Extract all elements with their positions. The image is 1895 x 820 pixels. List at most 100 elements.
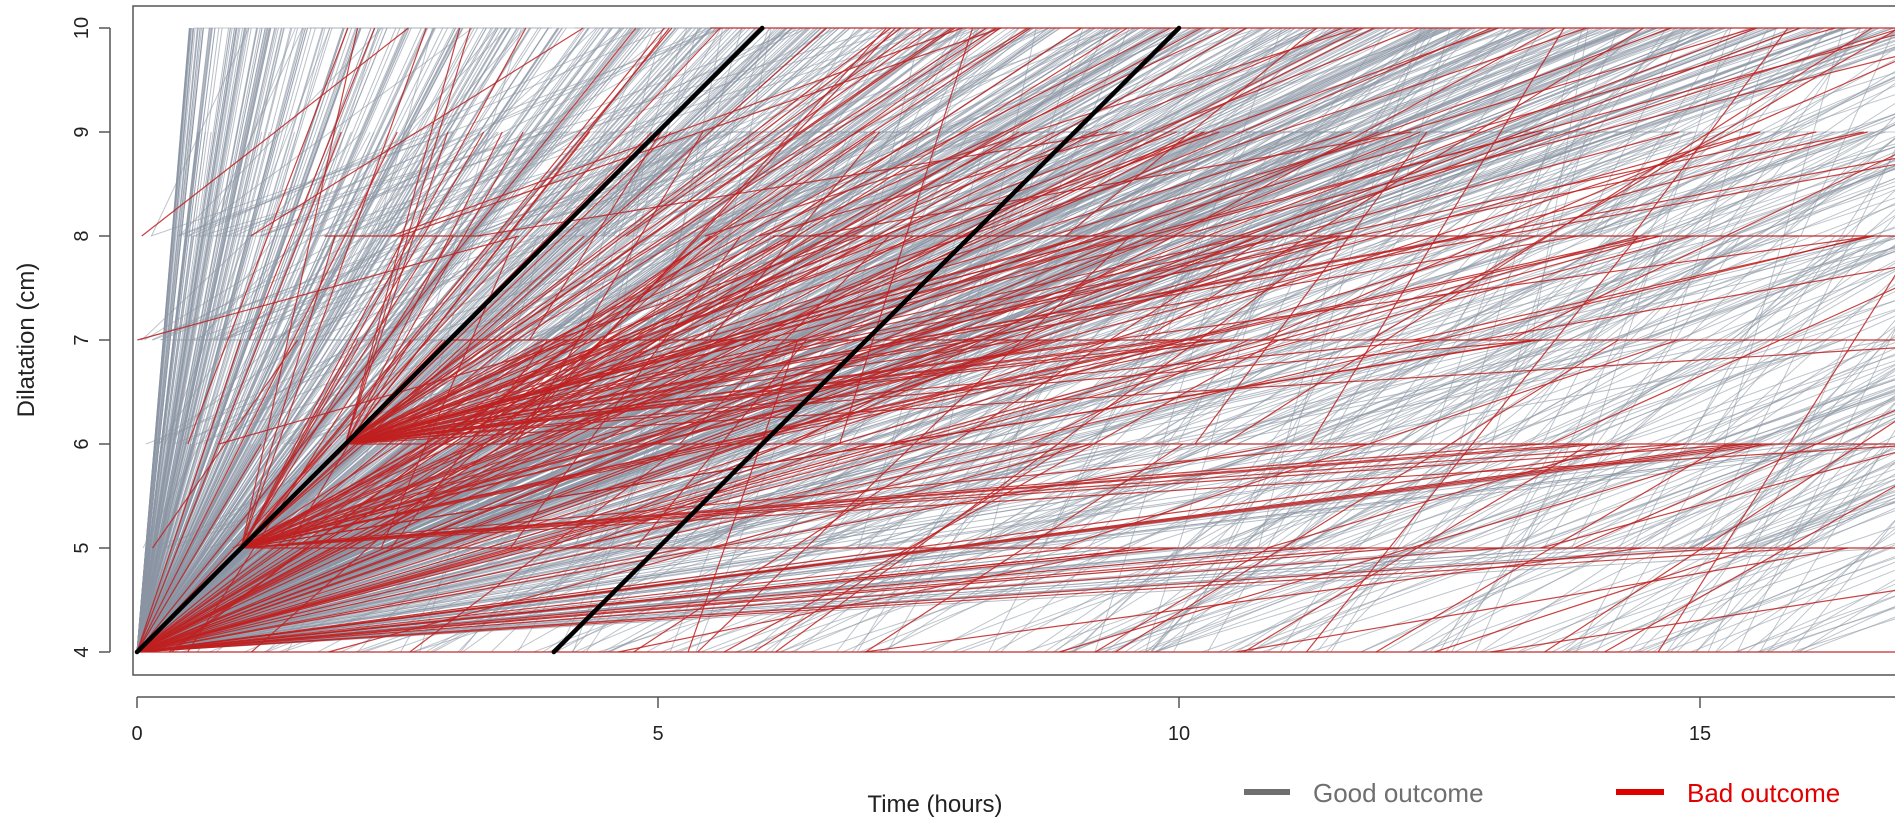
bad-trajectory — [704, 27, 1359, 237]
bad-trajectory — [345, 163, 1895, 445]
good-trajectory — [1752, 502, 1895, 549]
x-tick-label: 5 — [652, 723, 663, 745]
good-trajectory — [1350, 85, 1895, 341]
good-trajectory — [1434, 185, 1895, 341]
good-trajectory — [602, 547, 789, 653]
y-tick-label: 9 — [71, 126, 93, 137]
good-trajectory — [747, 131, 859, 237]
good-trajectory — [1790, 319, 1895, 445]
good-trajectory — [1759, 607, 1895, 653]
bad-trajectory — [136, 131, 1544, 653]
bad-trajectory — [625, 27, 921, 237]
good-trajectory — [1770, 579, 1895, 653]
good-trajectory — [1707, 379, 1895, 445]
good-trajectory — [484, 27, 1327, 341]
good-trajectory — [513, 235, 852, 341]
good-trajectory — [1369, 131, 1594, 445]
y-tick-label: 7 — [71, 334, 93, 345]
bad-trajectory — [880, 235, 1341, 341]
good-trajectory — [1071, 339, 1771, 653]
good-trajectory — [1183, 235, 1374, 341]
bad-trajectory — [248, 27, 376, 341]
good-trajectory — [1517, 459, 1895, 653]
bad-trajectory — [363, 131, 931, 445]
bad-trajectory — [778, 27, 1230, 237]
good-trajectory — [136, 131, 277, 653]
good-trajectory — [530, 235, 725, 341]
good-trajectory — [276, 27, 673, 341]
good-trajectory — [268, 235, 484, 341]
good-trajectory — [361, 443, 643, 549]
good-trajectory — [1732, 178, 1895, 237]
good-trajectory — [1360, 420, 1895, 653]
good-trajectory — [490, 131, 847, 237]
good-trajectory — [1668, 475, 1895, 549]
bad-trajectory — [344, 131, 524, 445]
bad-trajectory — [240, 235, 336, 549]
good-trajectory — [1676, 250, 1895, 341]
x-axis-label: Time (hours) — [867, 791, 1002, 818]
good-trajectory — [182, 547, 436, 653]
good-trajectory — [1688, 446, 1895, 549]
bad-trajectory — [241, 443, 1605, 549]
good-trajectory — [261, 27, 803, 237]
y-tick-label: 10 — [71, 17, 93, 39]
bad-trajectory — [240, 27, 665, 549]
bad-trajectory — [553, 235, 862, 341]
good-trajectory — [1661, 435, 1895, 549]
bad-trajectory — [241, 29, 1895, 549]
good-trajectory — [653, 235, 772, 341]
good-trajectory — [1143, 374, 1895, 653]
bad-trajectory — [1412, 235, 1874, 341]
good-trajectory — [983, 27, 1656, 341]
good-trajectory — [1685, 115, 1895, 341]
bad-trajectory — [1490, 589, 1895, 653]
good-trajectory — [1650, 248, 1895, 341]
good-trajectory — [226, 27, 724, 237]
bad-trajectory — [136, 547, 334, 653]
good-trajectory — [1632, 556, 1895, 653]
good-trajectory — [1639, 547, 1892, 653]
bad-trajectory — [241, 443, 554, 549]
bad-trajectory — [594, 131, 1204, 445]
bad-trajectory — [723, 339, 1280, 653]
good-trajectory — [1637, 402, 1895, 653]
good-trajectory — [1799, 589, 1895, 653]
bad-trajectory — [152, 339, 299, 549]
good-trajectory — [219, 27, 974, 341]
bad-trajectory — [1478, 266, 1895, 341]
bad-trajectory — [250, 27, 584, 237]
bad-trajectory — [1509, 154, 1895, 341]
good-trajectory — [1383, 168, 1895, 341]
bad-trajectory — [136, 547, 1153, 653]
good-trajectory — [1111, 339, 1670, 653]
good-trajectory — [1437, 151, 1895, 341]
good-trajectory — [373, 27, 767, 341]
bad-trajectory — [1065, 27, 1317, 237]
bad-trajectory — [136, 339, 1048, 653]
bad-trajectory — [345, 131, 1352, 445]
reference-line-1 — [134, 25, 765, 655]
bad-trajectory — [136, 547, 1808, 653]
bad-trajectory — [345, 339, 1024, 445]
bad-trajectory — [618, 547, 1130, 653]
bad-trajectory — [136, 131, 876, 653]
good-trajectory — [1061, 547, 1288, 653]
good-trajectory — [986, 27, 1750, 341]
good-trajectory — [1156, 235, 1352, 341]
bad-trajectory — [1194, 131, 1428, 445]
good-trajectory — [287, 131, 563, 445]
bad-trajectory — [141, 27, 409, 237]
good-trajectory — [165, 443, 484, 549]
bad-trajectory — [240, 235, 585, 549]
good-trajectory — [506, 131, 614, 237]
legend-item-bad: Bad outcome — [1616, 778, 1840, 808]
good-trajectory — [1518, 123, 1895, 341]
x-tick-label: 0 — [131, 723, 142, 745]
good-trajectory — [1420, 484, 1895, 653]
bad-trajectory — [345, 27, 934, 445]
good-trajectory — [596, 443, 799, 549]
good-trajectory — [1785, 291, 1895, 341]
good-trajectory — [1551, 478, 1895, 653]
good-trajectory — [589, 27, 959, 341]
